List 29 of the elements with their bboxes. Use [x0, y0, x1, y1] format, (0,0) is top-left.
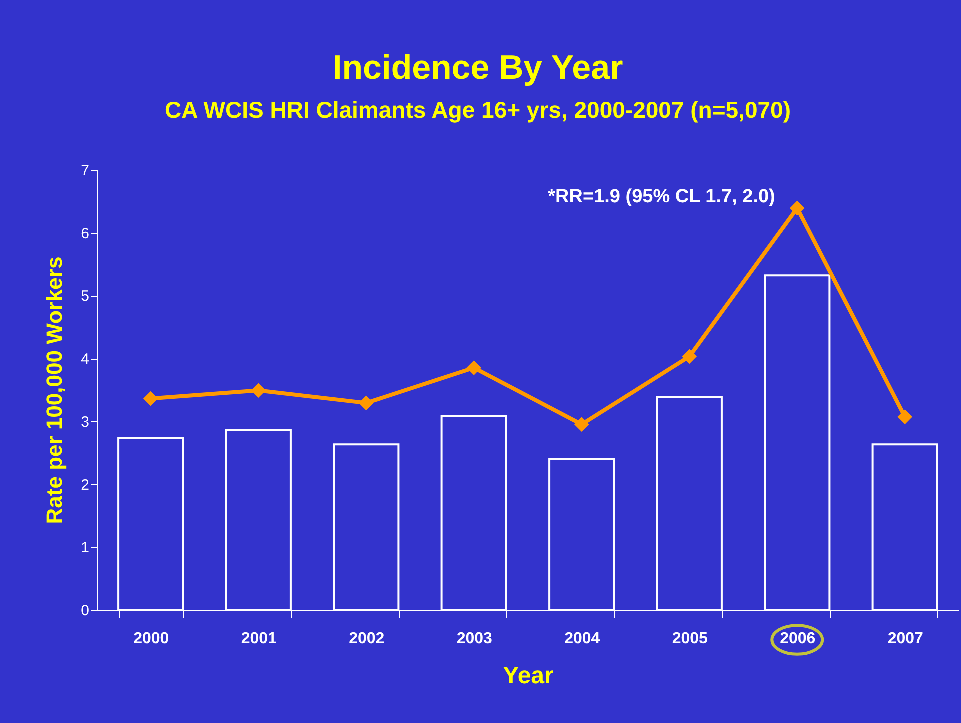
point: [574, 417, 590, 432]
point: [682, 349, 698, 364]
y-tick-label: 3: [81, 414, 90, 431]
point: [898, 410, 913, 424]
point: [143, 391, 158, 406]
point: [251, 383, 266, 398]
annotation: *RR=1.9 (95% CL 1.7, 2.0): [548, 186, 776, 208]
y-tick-label: 7: [81, 162, 90, 180]
x-axis-title: Year: [503, 662, 554, 690]
y-tick-label: 1: [81, 540, 90, 557]
y-tick-label: 5: [81, 288, 90, 306]
point: [466, 360, 482, 376]
y-axis-title: Rate per 100,000 Workers: [42, 256, 68, 524]
chart-subtitle: CA WCIS HRI Claimants Age 16+ yrs, 2000-2007 (n=5,070): [165, 97, 791, 123]
x-tick-label: 2007: [888, 630, 924, 648]
x-tick-label: 2005: [672, 630, 708, 648]
y-tick-label: 6: [81, 225, 90, 242]
point: [358, 396, 374, 411]
point: [790, 200, 805, 216]
chart-title: Incidence By Year: [332, 49, 624, 87]
x-tick-label: 2003: [456, 630, 493, 648]
x-tick-label: 2004: [564, 630, 600, 648]
x-tick-label: 2001: [241, 630, 278, 648]
x-tick-label: 2006: [780, 630, 816, 648]
y-tick-label: 2: [81, 476, 90, 494]
y-tick-label: 4: [81, 351, 90, 368]
y-tick-label: 0: [81, 602, 90, 620]
x-tick-label: 2000: [134, 630, 170, 648]
x-tick-label: 2002: [349, 630, 385, 648]
